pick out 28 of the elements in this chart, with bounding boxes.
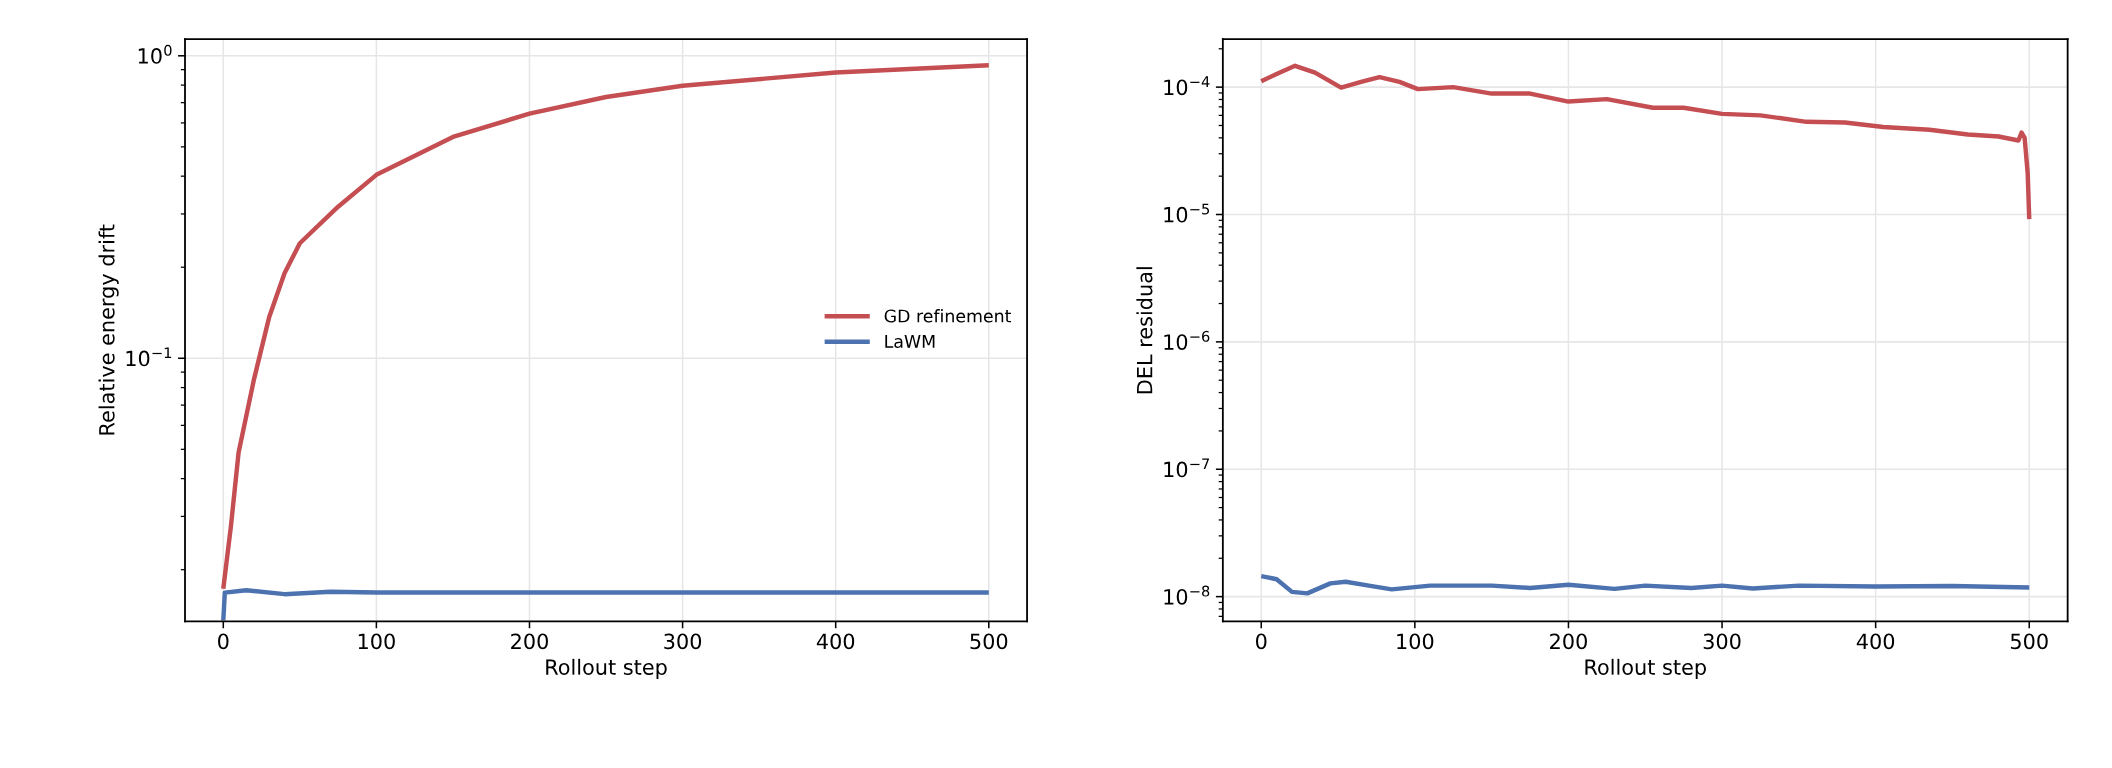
x-tick-label: 100 — [358, 633, 395, 650]
x-tick-label: 200 — [1550, 633, 1587, 650]
y-axis-title: DEL residual — [1136, 267, 1153, 394]
y-tick-label: 10$^{−4}$ — [1164, 76, 1210, 96]
x-tick-label: 500 — [2010, 633, 2048, 650]
line-series — [221, 588, 992, 622]
x-tick-label: 400 — [816, 633, 855, 650]
legend-label: LaWM — [885, 335, 935, 349]
x-tick-label: 0 — [218, 633, 229, 650]
y-tick-label: 10$^{0}$ — [138, 44, 172, 64]
y-tick-label: 10$^{−7}$ — [1164, 458, 1210, 478]
x-tick-label: 100 — [1397, 633, 1434, 650]
legend-label: GD refinement — [884, 309, 1012, 323]
y-tick-label: 10$^{−5}$ — [1164, 203, 1210, 223]
y-tick-label: 10$^{−1}$ — [126, 347, 172, 367]
x-tick-label: 500 — [970, 633, 1008, 650]
x-tick-label: 200 — [511, 633, 548, 650]
x-tick-label: 300 — [664, 633, 702, 650]
y-tick-label: 10$^{−8}$ — [1164, 585, 1210, 605]
x-axis-title: Rollout step — [1585, 658, 1706, 679]
x-tick-label: 400 — [1856, 633, 1895, 650]
line-series — [1259, 573, 2032, 596]
x-tick-label: 300 — [1703, 633, 1741, 650]
y-tick-label: 10$^{−6}$ — [1164, 330, 1210, 350]
x-tick-label: 0 — [1255, 633, 1267, 650]
y-axis-title: Relative energy drift — [98, 224, 119, 435]
x-axis-title: Rollout step — [546, 658, 667, 679]
line-series — [1259, 63, 2032, 222]
